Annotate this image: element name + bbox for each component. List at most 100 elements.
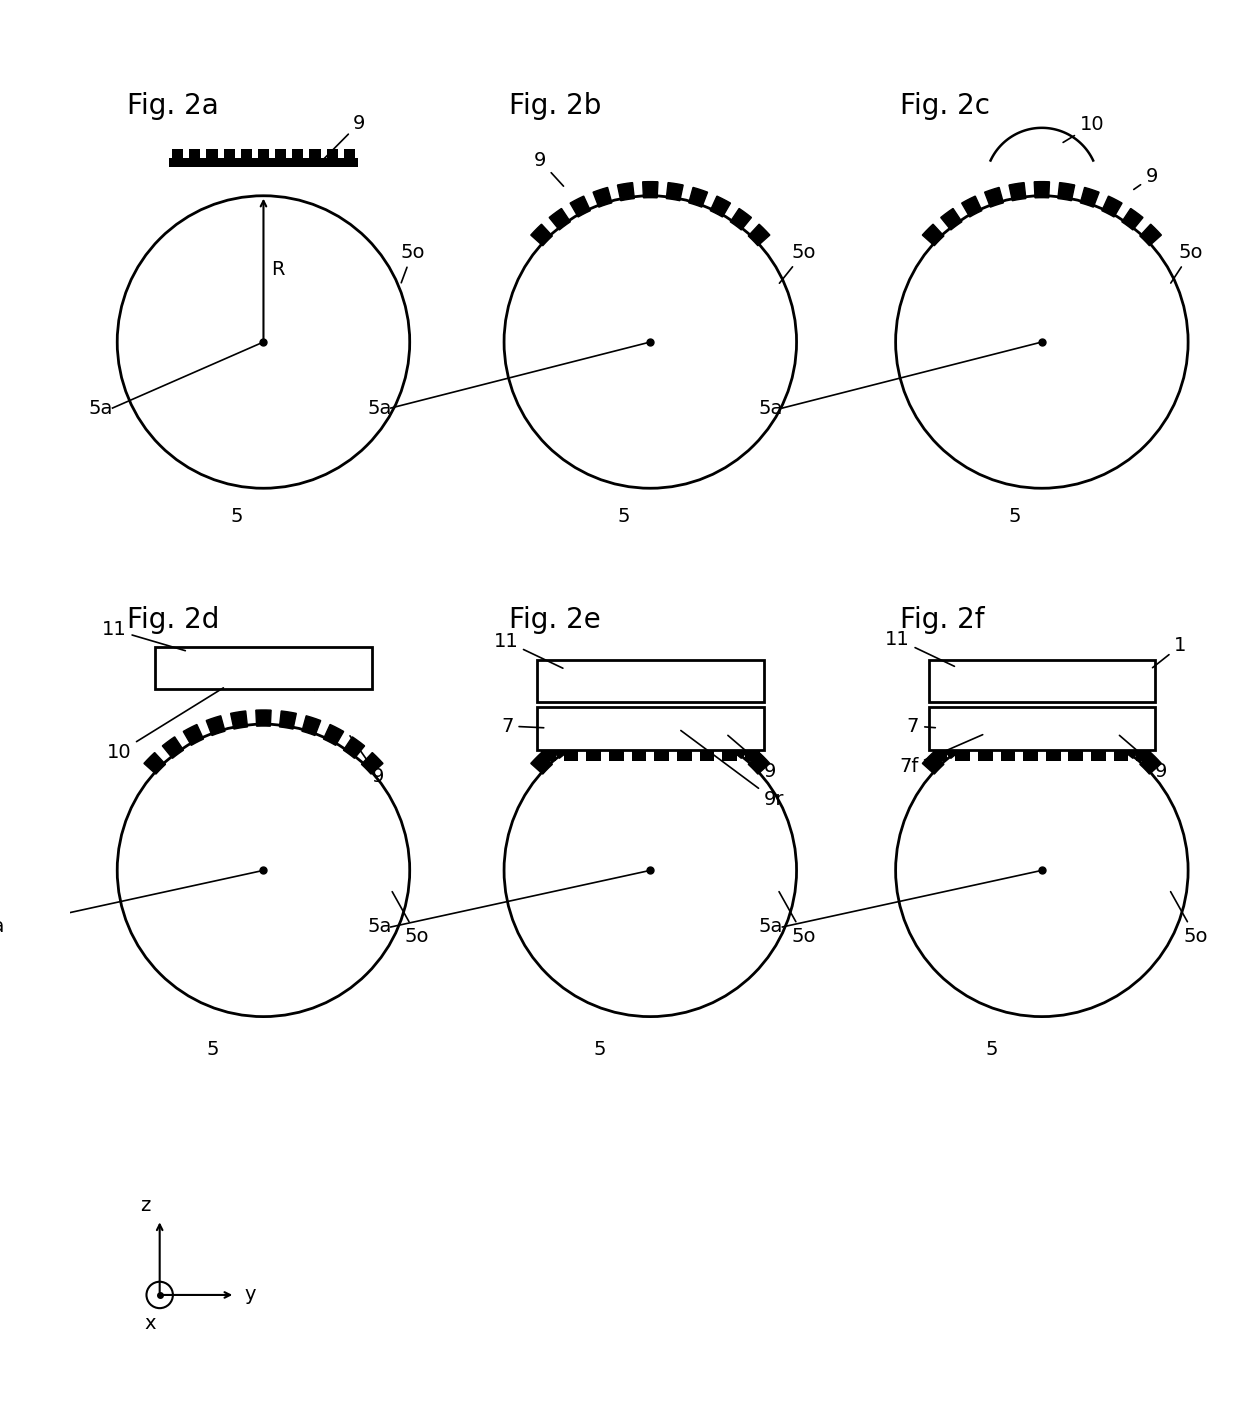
Bar: [745, 749, 760, 761]
Bar: [1136, 749, 1151, 761]
Bar: [955, 749, 970, 761]
Polygon shape: [688, 187, 708, 207]
Polygon shape: [255, 710, 272, 727]
Text: 5o: 5o: [1171, 243, 1203, 282]
Polygon shape: [985, 715, 1003, 735]
Polygon shape: [748, 752, 770, 775]
Bar: [1045, 749, 1060, 761]
Polygon shape: [730, 736, 751, 758]
Polygon shape: [962, 725, 982, 745]
Polygon shape: [144, 752, 165, 775]
Text: 5a: 5a: [367, 918, 392, 937]
Polygon shape: [941, 209, 962, 230]
Polygon shape: [1009, 183, 1025, 200]
Polygon shape: [184, 725, 203, 745]
Polygon shape: [711, 196, 730, 217]
Polygon shape: [618, 711, 635, 729]
Bar: [929, 660, 1156, 702]
Text: 1: 1: [1152, 636, 1187, 668]
Polygon shape: [748, 224, 770, 245]
Bar: [155, 647, 372, 690]
Text: 5a: 5a: [759, 399, 784, 417]
Text: 5o: 5o: [779, 891, 816, 946]
Text: 10: 10: [107, 688, 223, 762]
Bar: [929, 707, 1156, 749]
Text: 5a: 5a: [367, 399, 392, 417]
Polygon shape: [985, 187, 1003, 207]
Text: 5a: 5a: [0, 918, 5, 937]
Polygon shape: [1140, 224, 1162, 245]
Text: z: z: [140, 1196, 150, 1215]
Polygon shape: [324, 725, 343, 745]
Polygon shape: [1058, 183, 1075, 200]
Bar: [699, 749, 714, 761]
Polygon shape: [361, 752, 383, 775]
Polygon shape: [531, 224, 552, 245]
Text: 5: 5: [594, 1040, 606, 1059]
Text: 11: 11: [102, 620, 185, 651]
Polygon shape: [1058, 711, 1075, 729]
Polygon shape: [1102, 725, 1122, 745]
Text: 5o: 5o: [780, 243, 816, 284]
Polygon shape: [618, 183, 635, 200]
Text: 5o: 5o: [1171, 891, 1208, 946]
Bar: [722, 749, 737, 761]
Bar: [1091, 749, 1106, 761]
Text: 9: 9: [1120, 735, 1167, 780]
Bar: [172, 149, 184, 158]
Text: 5: 5: [207, 1040, 219, 1059]
Polygon shape: [531, 752, 552, 775]
Bar: [541, 749, 556, 761]
Polygon shape: [730, 209, 751, 230]
Polygon shape: [231, 711, 248, 729]
Bar: [343, 149, 355, 158]
Polygon shape: [688, 715, 708, 735]
Bar: [275, 149, 286, 158]
Text: Fig. 2f: Fig. 2f: [900, 606, 985, 634]
Text: 5: 5: [618, 507, 630, 526]
Polygon shape: [162, 736, 184, 758]
Polygon shape: [962, 196, 982, 217]
Text: 5o: 5o: [401, 243, 425, 282]
Bar: [655, 749, 670, 761]
Polygon shape: [923, 224, 944, 245]
Bar: [609, 749, 624, 761]
Text: 5: 5: [986, 1040, 998, 1059]
Text: 5: 5: [231, 507, 243, 526]
Text: 5o: 5o: [392, 891, 429, 946]
Polygon shape: [549, 209, 570, 230]
Bar: [564, 749, 578, 761]
Polygon shape: [941, 736, 962, 758]
Text: 7: 7: [906, 717, 935, 735]
Polygon shape: [1080, 715, 1099, 735]
Bar: [309, 149, 320, 158]
Polygon shape: [1140, 752, 1162, 775]
Text: 11: 11: [494, 631, 563, 668]
Bar: [932, 749, 947, 761]
Bar: [1114, 749, 1128, 761]
Text: x: x: [145, 1314, 156, 1332]
Text: Fig. 2a: Fig. 2a: [126, 92, 218, 121]
Polygon shape: [1034, 182, 1049, 197]
Text: y: y: [244, 1286, 257, 1304]
Text: 9: 9: [1133, 167, 1158, 190]
Bar: [631, 749, 646, 761]
Polygon shape: [1122, 736, 1143, 758]
Bar: [587, 749, 601, 761]
Bar: [206, 149, 217, 158]
Text: 9: 9: [728, 735, 776, 780]
Text: 11: 11: [885, 630, 955, 667]
Polygon shape: [570, 725, 590, 745]
Polygon shape: [279, 711, 296, 729]
Polygon shape: [666, 183, 683, 200]
Bar: [677, 749, 692, 761]
Bar: [1023, 749, 1038, 761]
Bar: [241, 149, 252, 158]
Text: 10: 10: [1063, 115, 1105, 142]
Bar: [326, 149, 337, 158]
Bar: [190, 149, 201, 158]
Bar: [978, 749, 992, 761]
Text: 5a: 5a: [759, 918, 784, 937]
Polygon shape: [343, 736, 365, 758]
Bar: [293, 149, 304, 158]
